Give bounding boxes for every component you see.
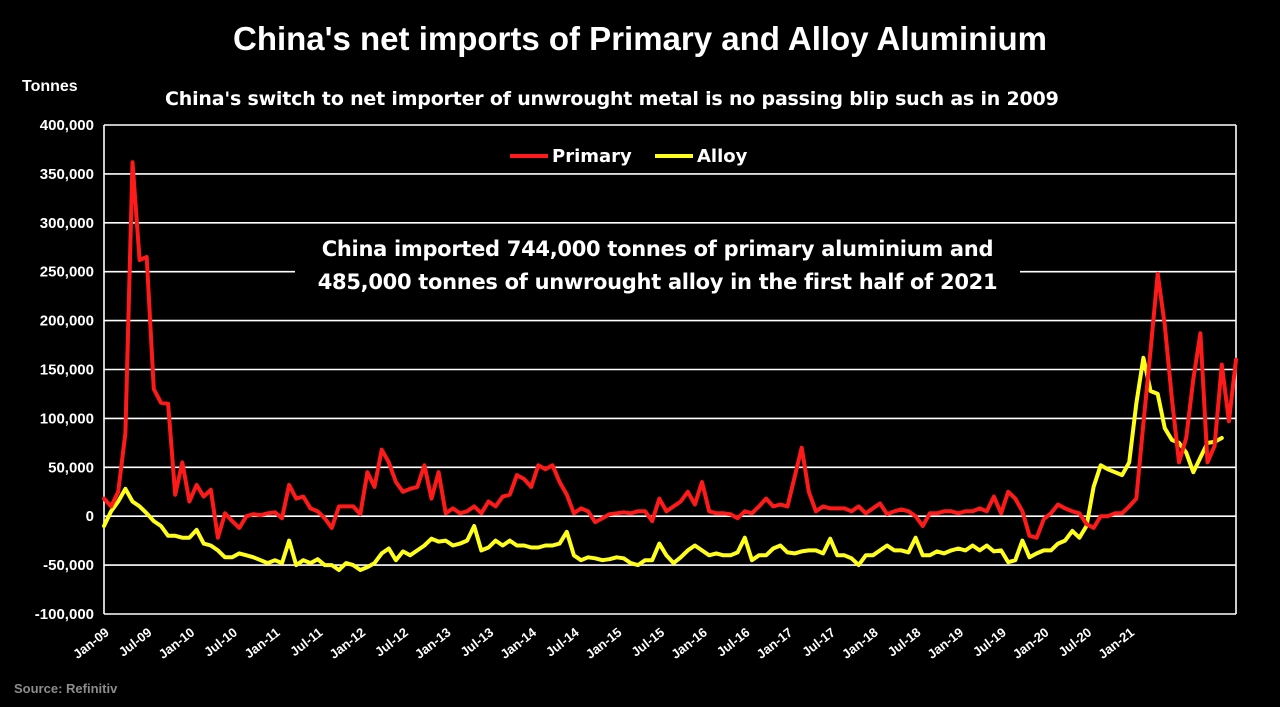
x-tick-label: Jul-14 <box>543 624 582 659</box>
y-tick-label: -50,000 <box>43 557 94 574</box>
x-tick-label: Jul-17 <box>799 625 838 660</box>
x-tick-label: Jan-19 <box>924 625 966 662</box>
x-tick-label: Jan-20 <box>1010 625 1052 662</box>
annotation-line-1: China imported 744,000 tonnes of primary… <box>321 237 994 261</box>
y-tick-label: 400,000 <box>40 117 94 134</box>
x-tick-label: Jan-12 <box>326 625 368 662</box>
x-tick-label: Jan-21 <box>1095 625 1137 662</box>
x-tick-label: Jan-17 <box>754 625 796 662</box>
x-tick-label: Jul-20 <box>1055 625 1094 660</box>
y-tick-label: 350,000 <box>40 166 94 183</box>
x-tick-label: Jan-14 <box>497 624 539 662</box>
x-tick-label: Jan-18 <box>839 625 881 662</box>
y-axis-label: Tonnes <box>22 78 78 95</box>
x-tick-label: Jul-11 <box>287 625 325 660</box>
y-tick-label: 250,000 <box>40 264 94 281</box>
x-tick-label: Jul-13 <box>457 625 496 660</box>
legend: Primary Alloy <box>510 146 748 167</box>
x-tick-label: Jul-12 <box>372 625 411 660</box>
y-tick-label: 100,000 <box>40 410 94 427</box>
annotation-line-2: 485,000 tonnes of unwrought alloy in the… <box>317 270 998 294</box>
x-tick-label: Jul-16 <box>714 625 753 660</box>
x-tick-label: Jan-13 <box>412 625 454 662</box>
y-tick-label: 50,000 <box>48 459 94 476</box>
y-tick-label: 300,000 <box>40 215 94 232</box>
y-tick-label: 150,000 <box>40 362 94 379</box>
legend-label-alloy: Alloy <box>697 146 748 167</box>
legend-label-primary: Primary <box>552 146 632 167</box>
chart-annotation: China imported 744,000 tonnes of primary… <box>295 225 1020 307</box>
x-tick-label: Jul-18 <box>885 625 924 660</box>
chart-subtitle: China's switch to net importer of unwrou… <box>165 88 1059 110</box>
x-tick-label: Jul-10 <box>201 625 240 660</box>
x-tick-label: Jul-09 <box>116 625 155 660</box>
x-tick-label: Jan-15 <box>583 625 625 662</box>
y-axis-ticks: -100,000 -50,000 0 50,000 100,000 150,000 200,… <box>35 117 94 623</box>
series-line-primary <box>102 160 1238 540</box>
y-tick-label: -100,000 <box>35 606 94 623</box>
series-line-alloy <box>102 355 1224 572</box>
x-tick-label: Jan-11 <box>242 625 283 662</box>
y-tick-label: 0 <box>86 508 94 525</box>
x-tick-label: Jan-09 <box>70 625 112 662</box>
chart-title: China's net imports of Primary and Alloy… <box>232 20 1047 57</box>
y-tick-label: 200,000 <box>40 313 94 330</box>
x-axis-ticks: Jan-09 Jul-09 Jan-10 Jul-10 Jan-11 Jul-11 Jan-… <box>70 624 1137 662</box>
source-note: Source: Refinitiv <box>14 681 118 696</box>
series-lines <box>102 160 1238 572</box>
x-tick-label: Jan-16 <box>668 625 710 662</box>
x-tick-label: Jan-10 <box>156 625 198 662</box>
x-tick-label: Jul-19 <box>970 625 1009 660</box>
x-tick-label: Jul-15 <box>628 625 667 660</box>
